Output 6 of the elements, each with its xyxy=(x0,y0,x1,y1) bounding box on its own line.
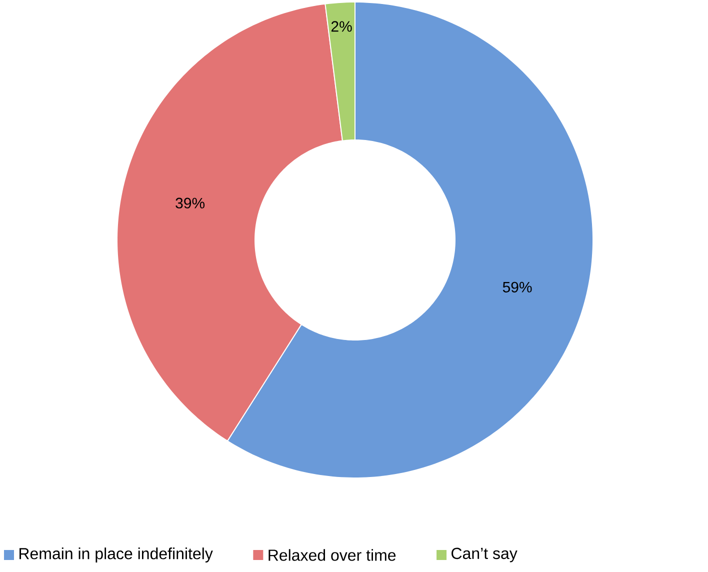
data-label: 59% xyxy=(502,282,532,292)
data-label: 2% xyxy=(331,21,352,32)
legend-label: Remain in place indefinitely xyxy=(20,548,213,562)
data-label: 39% xyxy=(176,198,205,208)
legend-label: Relaxed over time xyxy=(268,549,396,561)
legend-label: Can’t say xyxy=(452,548,518,562)
